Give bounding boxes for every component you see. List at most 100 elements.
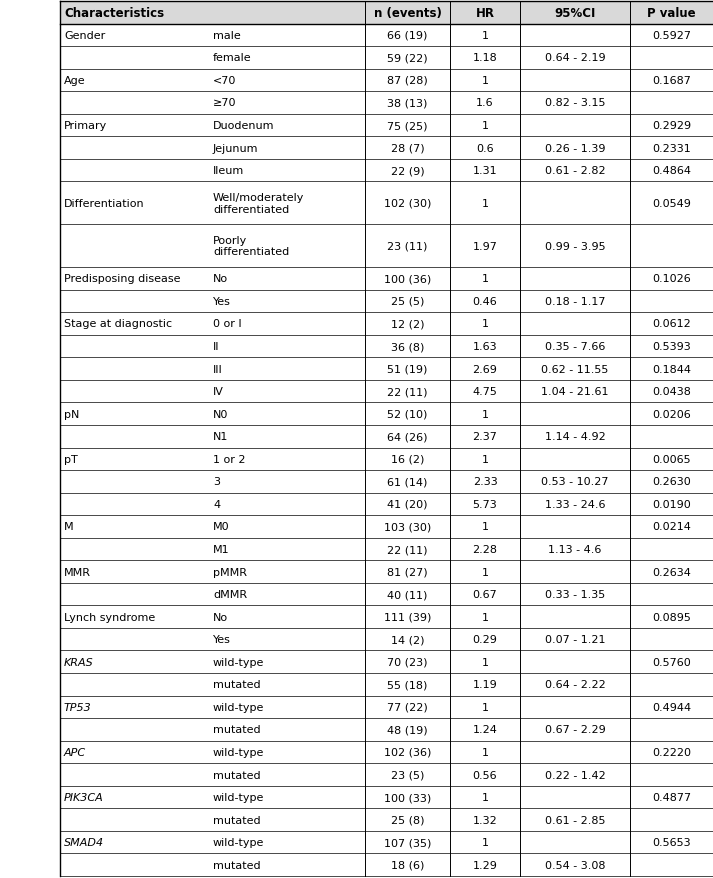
Text: 0.5927: 0.5927 xyxy=(652,31,691,40)
Text: N1: N1 xyxy=(213,432,228,442)
Text: N0: N0 xyxy=(213,409,228,419)
Text: 1.18: 1.18 xyxy=(473,54,498,63)
Text: 0.5760: 0.5760 xyxy=(652,657,691,667)
Text: 4: 4 xyxy=(213,500,220,509)
Text: 1.29: 1.29 xyxy=(473,860,498,870)
Text: SMAD4: SMAD4 xyxy=(64,838,104,847)
Text: 0.6: 0.6 xyxy=(476,143,494,154)
Text: 0.0549: 0.0549 xyxy=(652,198,691,209)
Text: 1.63: 1.63 xyxy=(473,342,497,351)
Text: 66 (19): 66 (19) xyxy=(387,31,428,40)
Text: 48 (19): 48 (19) xyxy=(387,724,428,735)
Text: 1: 1 xyxy=(481,319,488,329)
Text: 0.29: 0.29 xyxy=(473,635,498,644)
Text: 12 (2): 12 (2) xyxy=(391,319,424,329)
Text: 1: 1 xyxy=(481,31,488,40)
Text: PIK3CA: PIK3CA xyxy=(64,792,104,802)
Text: pT: pT xyxy=(64,454,78,464)
Text: 0.33 - 1.35: 0.33 - 1.35 xyxy=(545,589,605,600)
Text: 100 (33): 100 (33) xyxy=(384,792,431,802)
Text: 0.4864: 0.4864 xyxy=(652,166,691,176)
Text: 25 (5): 25 (5) xyxy=(391,297,424,306)
Text: 28 (7): 28 (7) xyxy=(391,143,424,154)
Text: 0.2634: 0.2634 xyxy=(652,567,691,577)
Text: dMMR: dMMR xyxy=(213,589,247,600)
Text: 0.2331: 0.2331 xyxy=(652,143,691,154)
Text: 1.33 - 24.6: 1.33 - 24.6 xyxy=(545,500,605,509)
Text: mutated: mutated xyxy=(213,680,261,689)
Text: 75 (25): 75 (25) xyxy=(387,121,428,131)
Text: mutated: mutated xyxy=(213,724,261,735)
Text: 1: 1 xyxy=(481,657,488,667)
Text: 16 (2): 16 (2) xyxy=(391,454,424,464)
Text: 1.6: 1.6 xyxy=(476,98,494,108)
Text: Characteristics: Characteristics xyxy=(64,7,164,19)
Text: female: female xyxy=(213,54,252,63)
Text: Yes: Yes xyxy=(213,635,231,644)
Text: 4.75: 4.75 xyxy=(473,386,498,397)
Text: 22 (11): 22 (11) xyxy=(387,544,428,554)
Text: 0.0065: 0.0065 xyxy=(652,454,691,464)
Text: Duodenum: Duodenum xyxy=(213,121,275,131)
Text: KRAS: KRAS xyxy=(64,657,93,667)
Text: Primary: Primary xyxy=(64,121,107,131)
Text: 1: 1 xyxy=(481,76,488,86)
Text: 0 or I: 0 or I xyxy=(213,319,242,329)
Text: pN: pN xyxy=(64,409,79,419)
Text: Well/moderately
differentiated: Well/moderately differentiated xyxy=(213,193,304,214)
Text: 52 (10): 52 (10) xyxy=(387,409,428,419)
Text: 0.0214: 0.0214 xyxy=(652,522,691,532)
Text: 2.69: 2.69 xyxy=(473,364,498,374)
Text: HR: HR xyxy=(476,7,495,19)
Text: 0.61 - 2.85: 0.61 - 2.85 xyxy=(545,815,605,824)
Text: 1: 1 xyxy=(481,198,488,209)
Text: 0.0206: 0.0206 xyxy=(652,409,691,419)
Text: 5.73: 5.73 xyxy=(473,500,498,509)
Bar xyxy=(60,2,713,25)
Text: Yes: Yes xyxy=(213,297,231,306)
Text: 38 (13): 38 (13) xyxy=(387,98,428,108)
Text: 41 (20): 41 (20) xyxy=(387,500,428,509)
Text: Differentiation: Differentiation xyxy=(64,198,145,209)
Text: wild-type: wild-type xyxy=(213,702,265,712)
Text: 0.35 - 7.66: 0.35 - 7.66 xyxy=(545,342,605,351)
Text: 0.1844: 0.1844 xyxy=(652,364,691,374)
Text: 0.4944: 0.4944 xyxy=(652,702,691,712)
Text: 77 (22): 77 (22) xyxy=(387,702,428,712)
Text: 0.67 - 2.29: 0.67 - 2.29 xyxy=(545,724,605,735)
Text: 2.37: 2.37 xyxy=(473,432,498,442)
Text: 0.99 - 3.95: 0.99 - 3.95 xyxy=(545,241,605,251)
Text: 1 or 2: 1 or 2 xyxy=(213,454,245,464)
Text: TP53: TP53 xyxy=(64,702,92,712)
Text: APC: APC xyxy=(64,747,86,757)
Text: 0.5393: 0.5393 xyxy=(652,342,691,351)
Text: 1: 1 xyxy=(481,567,488,577)
Text: 1.04 - 21.61: 1.04 - 21.61 xyxy=(541,386,609,397)
Text: 0.26 - 1.39: 0.26 - 1.39 xyxy=(545,143,605,154)
Text: 0.82 - 3.15: 0.82 - 3.15 xyxy=(545,98,605,108)
Text: Gender: Gender xyxy=(64,31,106,40)
Text: n (events): n (events) xyxy=(374,7,441,19)
Text: mutated: mutated xyxy=(213,770,261,780)
Text: 0.22 - 1.42: 0.22 - 1.42 xyxy=(545,770,605,780)
Text: 1.19: 1.19 xyxy=(473,680,498,689)
Text: 0.64 - 2.22: 0.64 - 2.22 xyxy=(545,680,605,689)
Text: Predisposing disease: Predisposing disease xyxy=(64,274,180,284)
Text: III: III xyxy=(213,364,222,374)
Text: 36 (8): 36 (8) xyxy=(391,342,424,351)
Text: male: male xyxy=(213,31,241,40)
Text: 61 (14): 61 (14) xyxy=(387,477,428,486)
Text: 70 (23): 70 (23) xyxy=(387,657,428,667)
Text: 1: 1 xyxy=(481,121,488,131)
Text: M0: M0 xyxy=(213,522,230,532)
Text: wild-type: wild-type xyxy=(213,657,265,667)
Text: 55 (18): 55 (18) xyxy=(387,680,428,689)
Text: 107 (35): 107 (35) xyxy=(384,838,431,847)
Text: 0.54 - 3.08: 0.54 - 3.08 xyxy=(545,860,605,870)
Text: 1: 1 xyxy=(481,522,488,532)
Text: 0.2220: 0.2220 xyxy=(652,747,691,757)
Text: 1.97: 1.97 xyxy=(473,241,498,251)
Text: Lynch syndrome: Lynch syndrome xyxy=(64,612,155,622)
Text: mutated: mutated xyxy=(213,815,261,824)
Text: 1: 1 xyxy=(481,838,488,847)
